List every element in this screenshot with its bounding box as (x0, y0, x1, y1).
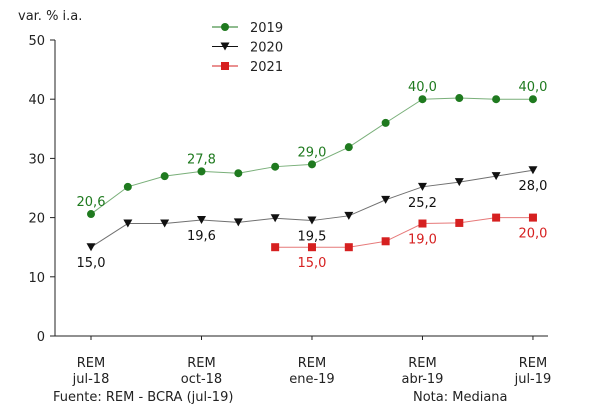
data-point-2020 (417, 182, 427, 191)
data-label-2019: 40,0 (408, 80, 437, 95)
x-tick-label: jul-19 (514, 372, 552, 387)
data-point-2021 (455, 218, 464, 227)
data-point-2020 (196, 215, 206, 224)
data-point-2021 (381, 237, 390, 246)
y-axis-label: var. % i.a. (18, 9, 82, 24)
data-point-2020 (123, 219, 133, 228)
legend-label-2020: 2020 (250, 41, 283, 56)
data-label-2020: 25,2 (408, 196, 437, 211)
data-label-2020: 15,0 (77, 256, 106, 271)
x-tick-label: jul-18 (72, 372, 110, 387)
data-point-2019 (234, 169, 243, 178)
data-point-2021 (418, 219, 427, 228)
x-tick-label: abr-19 (401, 372, 443, 387)
legend-marker-2021 (221, 62, 229, 70)
data-point-2019 (87, 210, 95, 219)
x-tick-label: REM (519, 356, 547, 371)
data-point-2020 (307, 216, 317, 225)
median-note: Nota: Mediana (413, 390, 508, 405)
y-tick-label: 0 (37, 330, 45, 345)
x-tick-label: REM (77, 356, 105, 371)
data-label-2019: 40,0 (518, 80, 547, 95)
x-tick-label: REM (187, 356, 215, 371)
data-point-2020 (491, 172, 501, 181)
data-point-2019 (197, 167, 206, 176)
data-label-2021: 19,0 (408, 233, 437, 248)
data-point-2019 (344, 143, 353, 152)
data-point-2021 (528, 213, 537, 222)
y-tick-label: 30 (28, 152, 45, 167)
data-point-2020 (233, 218, 243, 227)
x-tick-label: REM (408, 356, 436, 371)
data-label-2020: 28,0 (518, 179, 547, 194)
legend-label-2019: 2019 (250, 21, 283, 36)
data-label-2020: 19,5 (298, 230, 327, 245)
data-point-2020 (86, 243, 96, 252)
data-point-2019 (381, 118, 390, 127)
legend-marker-2019 (221, 23, 229, 31)
data-point-2020 (454, 178, 464, 187)
data-point-2020 (270, 214, 280, 223)
data-label-2019: 20,6 (77, 195, 106, 210)
data-label-2019: 29,0 (298, 145, 327, 160)
data-point-2019 (528, 95, 537, 104)
data-point-2019 (123, 182, 132, 191)
data-point-2021 (492, 213, 501, 222)
data-point-2019 (160, 172, 169, 181)
data-point-2020 (344, 211, 354, 220)
data-point-2019 (307, 160, 316, 169)
data-label-2020: 19,6 (187, 229, 216, 244)
y-tick-label: 40 (28, 93, 45, 108)
data-point-2021 (307, 243, 316, 252)
data-point-2021 (271, 243, 280, 252)
data-point-2021 (344, 243, 353, 252)
data-point-2020 (528, 166, 538, 175)
data-label-2021: 15,0 (298, 256, 327, 271)
data-label-2019: 27,8 (187, 152, 216, 167)
series-line-2021 (275, 217, 533, 248)
y-tick-label: 50 (28, 34, 45, 49)
source-note: Fuente: REM - BCRA (jul-19) (53, 390, 234, 405)
data-label-2021: 20,0 (518, 227, 547, 242)
x-tick-label: oct-18 (181, 372, 222, 387)
x-tick-label: ene-19 (289, 372, 334, 387)
data-point-2019 (455, 94, 464, 103)
data-point-2019 (492, 95, 501, 104)
data-point-2019 (418, 95, 427, 104)
x-tick-label: REM (298, 356, 326, 371)
legend-label-2021: 2021 (250, 60, 283, 75)
data-point-2020 (160, 219, 170, 228)
data-point-2019 (271, 162, 280, 171)
y-tick-label: 20 (28, 212, 45, 227)
y-tick-label: 10 (28, 271, 45, 286)
legend-marker-2020 (220, 42, 230, 51)
data-point-2020 (381, 195, 391, 204)
